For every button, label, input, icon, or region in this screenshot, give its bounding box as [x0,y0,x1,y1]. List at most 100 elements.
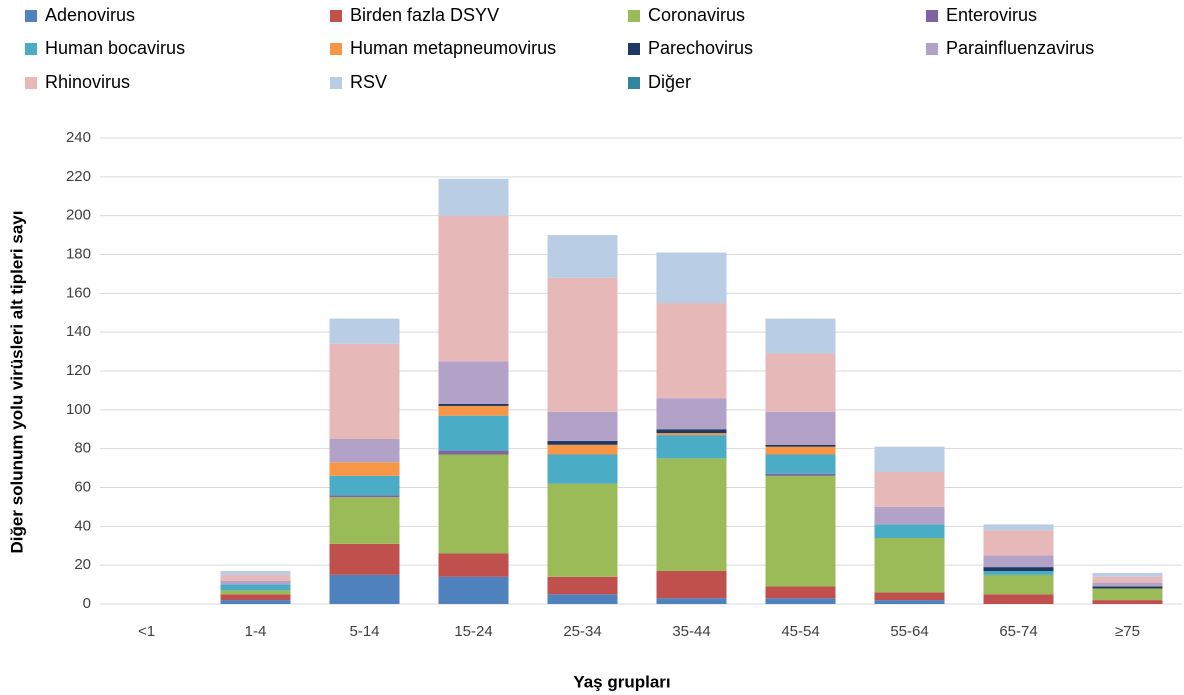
legend-swatch [628,77,640,89]
bar-segment [1092,582,1163,587]
legend-swatch [628,10,640,22]
bar-segment [438,404,509,406]
x-tick-label: 45-54 [781,623,819,640]
bar-segment [765,318,836,354]
bar-segment [983,570,1054,575]
legend-swatch [25,10,37,22]
legend-label: Rhinovirus [45,72,130,92]
bar-segment [438,454,509,554]
bar-segment [983,567,1054,571]
bar-segment [220,580,291,585]
bar-segment [547,483,618,577]
bar-segment [656,433,727,436]
legend-label: Adenovirus [45,5,135,25]
bar-segment [1092,588,1163,601]
bar-segment [220,570,291,575]
bar-segment [656,458,727,571]
bar-segment [656,303,727,399]
y-tick-label: 120 [66,362,91,379]
x-tick-label: 25-34 [563,623,601,640]
legend-label: Enterovirus [946,5,1037,25]
bar-segment [547,277,618,412]
bar-segment [874,506,945,525]
bar-segment [765,446,836,455]
bar-segment [329,475,400,496]
x-tick-label: 1-4 [245,623,267,640]
legend-label: RSV [350,72,387,92]
bar-segment [438,576,509,604]
bar-segment [220,584,291,591]
bar-segment [547,444,618,455]
bar-segment [874,537,945,593]
bar-segment [765,454,836,474]
x-tick-label: <1 [138,623,155,640]
bar-segment [220,594,291,601]
bar-segment [438,361,509,405]
bar-segment [329,318,400,344]
bar-segment [874,524,945,538]
legend-label: Human metapneumovirus [350,38,556,58]
legend-swatch [330,10,342,22]
x-tick-label: 15-24 [454,623,492,640]
bar-segment [983,555,1054,568]
bar-segment [220,590,291,595]
y-tick-label: 200 [66,207,91,224]
bar-segment [1092,586,1163,589]
bar-segment [438,215,509,362]
legend-swatch [25,77,37,89]
bar-segment [765,475,836,587]
legend-label: Human bocavirus [45,38,185,58]
y-tick-label: 220 [66,168,91,185]
bar-segment [329,495,400,498]
bar-segment [220,574,291,581]
legend-swatch [25,43,37,55]
bar-segment [438,553,509,577]
bar-segment [656,570,727,599]
y-tick-label: 240 [66,129,91,146]
bar-segment [983,594,1054,604]
y-tick-label: 180 [66,245,91,262]
x-tick-label: ≥75 [1115,623,1140,640]
bar-segment [438,178,509,216]
bar-segment [765,473,836,476]
bar-segment [329,574,400,604]
bar-segment [656,398,727,430]
y-tick-label: 0 [83,595,91,612]
bar-segment [438,415,509,451]
y-tick-label: 20 [74,556,91,573]
bar-segment [983,574,1054,595]
bar-segment [547,576,618,595]
x-axis-title: Yaş grupları [573,672,670,691]
bar-segment [329,543,400,575]
legend-swatch [330,43,342,55]
bar-segment [1092,572,1163,577]
y-tick-label: 80 [74,440,91,457]
x-tick-label: 55-64 [890,623,928,640]
legend-label: Diğer [648,72,691,92]
bar-segment [329,343,400,439]
bar-segment [547,594,618,604]
bar-segment [1092,576,1163,583]
bar-segment [765,444,836,447]
bar-segment [983,524,1054,531]
bar-segment [438,405,509,416]
x-tick-label: 65-74 [999,623,1037,640]
bar-segment [874,592,945,601]
bar-segment [329,462,400,476]
legend-label: Coronavirus [648,5,745,25]
legend-label: Birden fazla DSYV [350,5,499,25]
bar-segment [656,252,727,304]
bar-segment [765,353,836,412]
bar-segment [547,411,618,441]
y-tick-label: 60 [74,478,91,495]
bar-segment [1092,600,1163,604]
legend-swatch [926,10,938,22]
bar-segment [220,600,291,604]
y-tick-label: 40 [74,517,91,534]
legend-label: Parechovirus [648,38,753,58]
bar-segment [329,497,400,544]
bar-segment [329,438,400,463]
bar-segment [765,598,836,604]
bar-segment [547,440,618,445]
legend-label: Parainfluenzavirus [946,38,1094,58]
